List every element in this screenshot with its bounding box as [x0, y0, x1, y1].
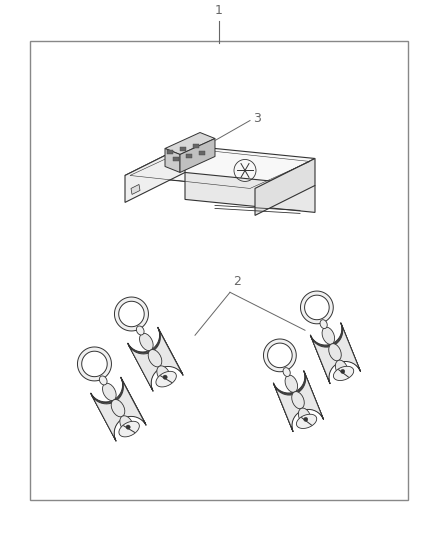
Polygon shape: [180, 139, 215, 173]
Polygon shape: [114, 297, 148, 331]
Polygon shape: [328, 344, 341, 361]
Polygon shape: [268, 343, 292, 368]
Polygon shape: [283, 368, 290, 376]
Polygon shape: [91, 377, 146, 440]
Polygon shape: [128, 328, 183, 390]
Polygon shape: [185, 173, 315, 213]
Polygon shape: [119, 421, 139, 437]
Text: 3: 3: [253, 112, 261, 125]
Circle shape: [304, 417, 308, 422]
Polygon shape: [165, 149, 180, 173]
Polygon shape: [148, 350, 162, 367]
Polygon shape: [297, 414, 317, 429]
Polygon shape: [193, 144, 199, 149]
Polygon shape: [140, 333, 153, 351]
Polygon shape: [274, 373, 324, 432]
Polygon shape: [300, 291, 333, 324]
Polygon shape: [274, 371, 323, 431]
Polygon shape: [125, 146, 185, 203]
Polygon shape: [125, 146, 315, 189]
Polygon shape: [136, 326, 144, 335]
Polygon shape: [336, 360, 348, 377]
Polygon shape: [131, 184, 140, 195]
Polygon shape: [128, 329, 183, 391]
Polygon shape: [264, 339, 296, 372]
Polygon shape: [82, 351, 107, 377]
Polygon shape: [91, 378, 146, 441]
Polygon shape: [128, 328, 183, 391]
Polygon shape: [111, 399, 125, 417]
Polygon shape: [333, 366, 354, 381]
Polygon shape: [298, 408, 311, 425]
Polygon shape: [310, 322, 360, 382]
Polygon shape: [102, 383, 116, 401]
Circle shape: [341, 369, 345, 374]
Polygon shape: [311, 323, 360, 383]
Polygon shape: [274, 372, 323, 431]
Polygon shape: [92, 379, 146, 441]
Polygon shape: [119, 301, 144, 327]
Polygon shape: [180, 148, 186, 151]
Text: 1: 1: [215, 4, 223, 17]
Polygon shape: [127, 327, 182, 390]
Polygon shape: [91, 377, 145, 439]
Polygon shape: [320, 320, 327, 328]
Text: 2: 2: [233, 276, 241, 288]
Polygon shape: [99, 376, 107, 385]
Circle shape: [126, 425, 130, 429]
Polygon shape: [157, 366, 170, 383]
Circle shape: [163, 375, 167, 379]
Polygon shape: [199, 151, 205, 156]
Polygon shape: [255, 158, 315, 215]
Polygon shape: [156, 372, 177, 387]
Polygon shape: [285, 375, 298, 392]
Polygon shape: [273, 370, 323, 430]
Bar: [30, 41, 408, 500]
Polygon shape: [167, 150, 173, 155]
Polygon shape: [292, 392, 304, 409]
Polygon shape: [120, 416, 134, 433]
Polygon shape: [173, 157, 179, 161]
Polygon shape: [186, 155, 192, 158]
Polygon shape: [304, 295, 329, 320]
Polygon shape: [311, 324, 360, 383]
Polygon shape: [78, 347, 111, 381]
Polygon shape: [165, 133, 215, 155]
Polygon shape: [311, 325, 360, 384]
Polygon shape: [322, 327, 335, 344]
